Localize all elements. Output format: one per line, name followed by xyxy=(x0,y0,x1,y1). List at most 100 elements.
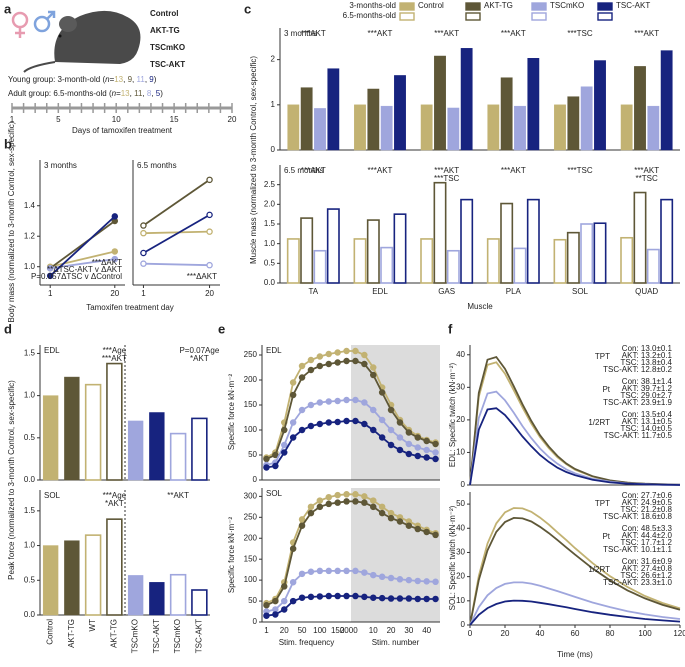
x-tick-label: 10 xyxy=(369,626,378,635)
group-text-part: 8 xyxy=(147,89,152,98)
x-tick-label: PLA xyxy=(506,287,522,296)
y-tick-label: 0 xyxy=(253,475,258,484)
annotation: ***AKT xyxy=(434,166,459,175)
bar xyxy=(366,219,380,284)
bar xyxy=(434,55,446,151)
x-tick-label: 20 xyxy=(280,626,289,635)
marker xyxy=(316,497,324,504)
marker xyxy=(140,229,147,237)
annotation: **AKT xyxy=(167,491,189,500)
bar xyxy=(327,68,340,151)
y-axis-label: Specific force kN·m⁻² xyxy=(227,517,236,594)
x-section-label: Stim. number xyxy=(372,638,420,647)
bar xyxy=(149,412,165,481)
x-tick-label: TSCmKO xyxy=(131,619,140,653)
marker xyxy=(369,364,377,371)
marker xyxy=(423,595,430,603)
bar xyxy=(354,104,366,151)
chart-label: EDL xyxy=(44,346,60,355)
marker xyxy=(325,567,332,575)
series-line xyxy=(142,179,211,227)
marker xyxy=(325,592,332,600)
bar xyxy=(300,217,314,284)
marker xyxy=(414,577,421,585)
marker xyxy=(432,449,439,456)
bar xyxy=(286,238,300,284)
stat-entry: TSC-AKT: 23.3±1.0 xyxy=(603,578,672,587)
x-tick-label: 150 xyxy=(331,626,345,635)
legend-swatch xyxy=(465,12,481,21)
stat-entry: Con: 31.6±0.9 xyxy=(622,557,673,566)
bar xyxy=(64,540,80,616)
bar xyxy=(191,417,208,481)
annotation: ***Age xyxy=(103,491,127,500)
marker xyxy=(432,440,439,448)
y-tick-label: 50 xyxy=(456,499,465,508)
timeline-label: Days of tamoxifen treatment xyxy=(72,126,173,135)
marker xyxy=(316,503,324,511)
marker xyxy=(352,491,359,498)
y-tick-label: 2.0 xyxy=(264,199,276,208)
group-text-part: n= xyxy=(112,89,121,98)
marker xyxy=(316,399,324,406)
marker xyxy=(432,595,439,603)
stat-entry: TSC: 26.6±1.2 xyxy=(620,571,672,580)
marker xyxy=(289,419,297,426)
bar xyxy=(646,248,660,284)
annotation: ***AKT xyxy=(501,166,526,175)
legend-swatch xyxy=(465,2,481,11)
y-tick-label: 1.5 xyxy=(264,219,276,228)
marker xyxy=(289,597,297,605)
x-tick-label: TSC-AKT xyxy=(152,619,161,653)
bar xyxy=(169,573,187,616)
y-tick-label: 0 xyxy=(253,617,258,626)
y-axis-label: SOL: Specific twitch (kN·m⁻²) xyxy=(448,505,457,610)
stat-entry: TSC-AKT: 23.9±1.9 xyxy=(603,398,672,407)
marker xyxy=(289,545,297,552)
marker xyxy=(307,509,315,517)
y-axis-label: EDL: Specific twitch (kN·m⁻²) xyxy=(448,363,457,468)
y-tick-label: 50 xyxy=(248,450,257,459)
annotation: ***AKT xyxy=(634,166,659,175)
bar xyxy=(620,236,634,284)
annotation: P=0.057ΔTSC v ΔControl xyxy=(31,272,122,281)
legend-swatch xyxy=(399,2,415,11)
marker xyxy=(378,509,386,517)
mouse-icon xyxy=(23,10,141,73)
y-tick-label: 1.5 xyxy=(24,349,36,358)
marker xyxy=(378,573,386,581)
marker xyxy=(325,398,332,405)
marker xyxy=(307,593,315,601)
stat-label: Pt xyxy=(602,385,610,394)
series-line xyxy=(469,516,681,626)
annotation: ***Age xyxy=(103,346,127,355)
marker xyxy=(325,360,332,368)
group-name: Control xyxy=(150,9,178,18)
group-text-part: , xyxy=(142,89,146,98)
marker xyxy=(289,578,297,586)
x-tick-label: 80 xyxy=(606,629,615,638)
marker xyxy=(396,446,404,454)
bar xyxy=(42,545,59,616)
marker xyxy=(361,399,368,406)
y-tick-label: 30 xyxy=(456,382,465,391)
y-axis-label: Specific force kN·m⁻² xyxy=(227,374,236,451)
marker xyxy=(140,260,147,267)
marker xyxy=(405,595,413,602)
y-axis-label: Peak force (normalized to 3-month Contro… xyxy=(7,380,16,580)
bar xyxy=(487,104,500,151)
stat-entry: AKT: 13.2±0.1 xyxy=(622,351,673,360)
y-tick-label: 0 xyxy=(461,620,466,629)
bar xyxy=(514,105,526,151)
y-tick-label: 40 xyxy=(456,523,465,532)
stat-label: TPT xyxy=(595,352,610,361)
marker xyxy=(414,452,421,460)
marker xyxy=(387,514,395,522)
y-tick-label: 0 xyxy=(271,145,276,154)
bar xyxy=(486,238,500,284)
y-tick-label: 1.5 xyxy=(24,506,36,515)
annotation: ***TSC xyxy=(434,174,460,183)
marker xyxy=(378,503,386,511)
x-tick-label: TSCmKO xyxy=(173,619,182,653)
marker xyxy=(369,571,377,579)
